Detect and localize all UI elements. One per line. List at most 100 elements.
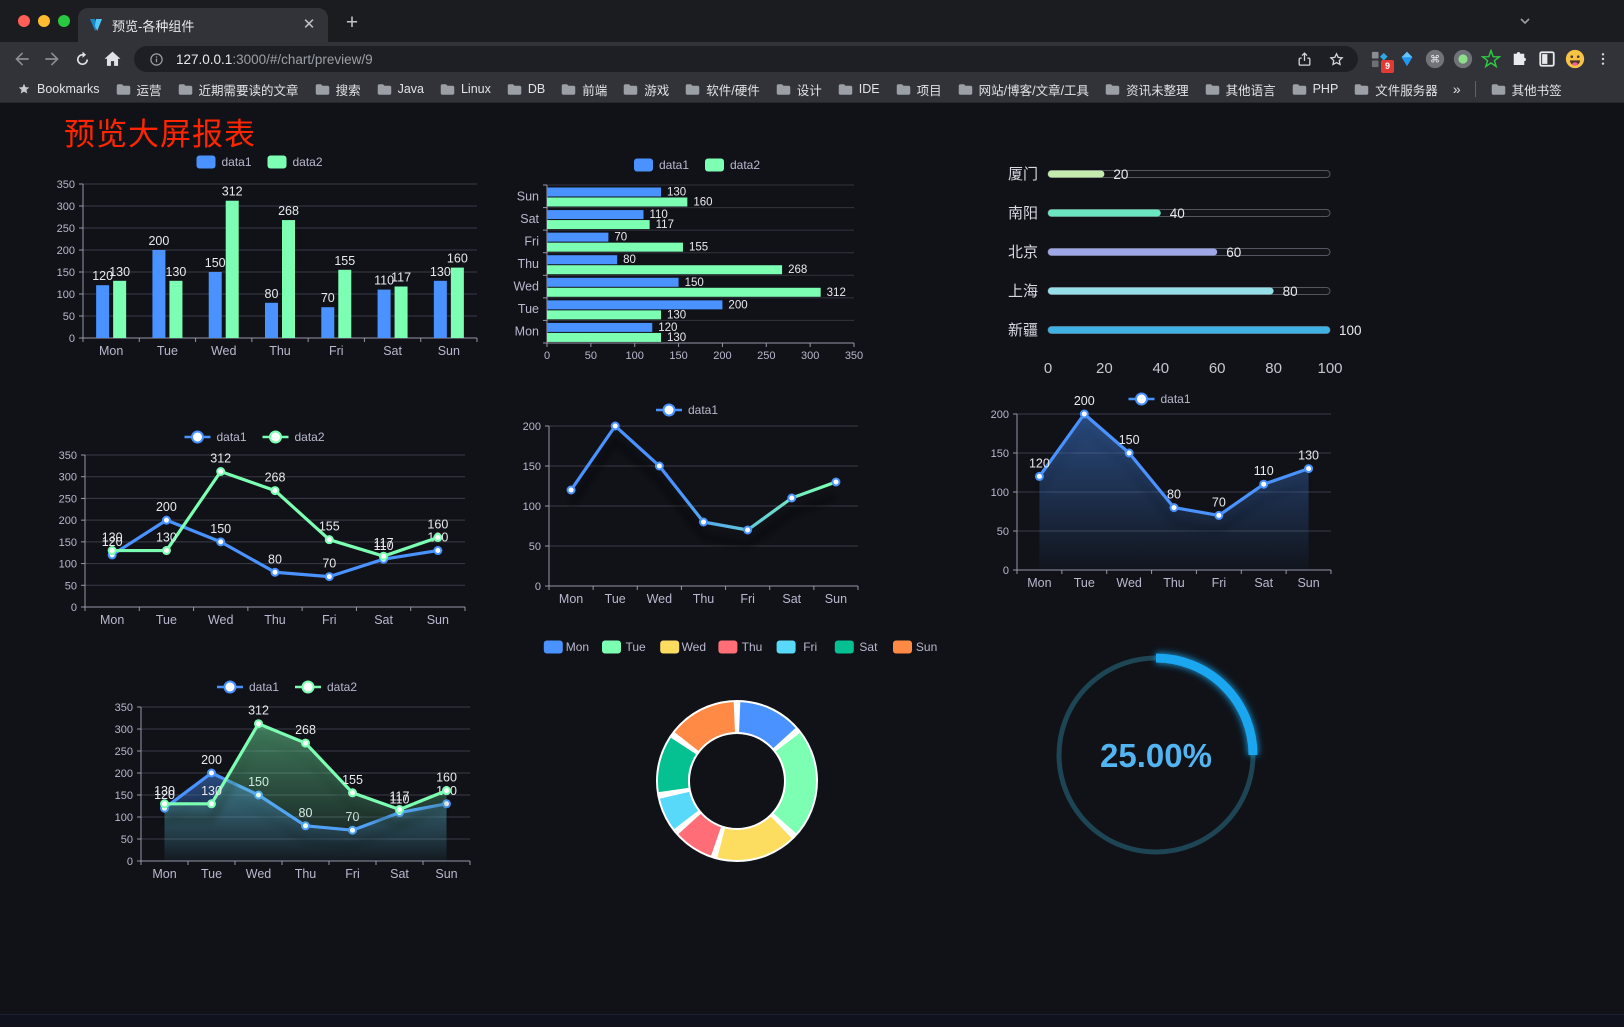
chart-horizontal-bar[interactable]: data1 data2 Sun Sat Fri Thu Wed Tue Mon 0 50 100 150…	[505, 151, 890, 369]
folder-icon	[958, 83, 972, 95]
bookmark-folder[interactable]: 软件/硬件	[678, 77, 766, 102]
legend-item[interactable]: data2	[262, 430, 325, 444]
bookmark-folder[interactable]: Java	[370, 79, 431, 99]
line-series-data1[interactable]	[566, 421, 841, 548]
chart-area-two-series[interactable]: data1 data2 0 50 100 150 200 250 300 350 Mon Tue Wed…	[95, 673, 480, 885]
hbar-series-data2[interactable]: 160 117 155 268 312 130 130	[547, 197, 846, 344]
forward-button[interactable]	[38, 45, 66, 73]
progress-row[interactable]: 南阳 40	[1008, 205, 1331, 222]
extension-contrast-icon[interactable]	[1534, 46, 1560, 72]
legend-item[interactable]: Tue	[602, 640, 646, 654]
home-button[interactable]	[98, 45, 126, 73]
legend-item[interactable]: data1	[1128, 392, 1191, 406]
progress-row[interactable]: 厦门 20	[1008, 166, 1331, 183]
bookmark-folder[interactable]: 前端	[554, 77, 614, 102]
line-series-data2[interactable]: 130 130 312 268 155 117 160	[102, 452, 449, 561]
svg-text:80: 80	[623, 254, 636, 266]
legend-item[interactable]: Fri	[776, 640, 818, 654]
tab-close-icon[interactable]: ✕	[302, 16, 316, 33]
legend-item[interactable]: data2	[295, 680, 357, 694]
legend-item[interactable]: Thu	[718, 640, 762, 654]
extension-command-icon[interactable]: ⌘	[1422, 46, 1448, 72]
svg-text:110: 110	[374, 274, 394, 288]
extension-grid-icon[interactable]: 9	[1366, 46, 1394, 73]
url-text[interactable]: 127.0.0.1:3000/#/chart/preview/9	[176, 52, 1284, 67]
pie-slice-Sat[interactable]	[658, 737, 697, 793]
new-tab-button[interactable]: +	[345, 11, 359, 34]
bookmark-folder[interactable]: 运营	[109, 77, 169, 102]
extension-dot-icon[interactable]	[1450, 46, 1476, 72]
tab-search-chevron-icon[interactable]	[1518, 14, 1532, 28]
legend-item[interactable]: data1	[217, 680, 279, 694]
chart-progress-bars[interactable]: 厦门 20 南阳 40 北京 60 上海 80 新疆 100 0 20 40 60 80 100	[992, 155, 1372, 387]
window-minimize-button[interactable]	[38, 15, 50, 27]
bar-series-data1[interactable]: 120 200 150 80 70 110 130	[92, 234, 451, 338]
pie-slice-Tue[interactable]	[773, 733, 816, 834]
line-series-data1[interactable]: 120 200 150 80 70 110 130	[1029, 394, 1319, 570]
bookmark-folder[interactable]: 近期需要读的文章	[171, 77, 306, 102]
extension-emoji-icon[interactable]	[1562, 46, 1588, 72]
pie-slice-Wed[interactable]	[717, 815, 792, 860]
back-button[interactable]	[8, 45, 36, 73]
bookmark-folder[interactable]: 文件服务器	[1347, 77, 1445, 102]
menu-kebab-icon[interactable]	[1590, 46, 1616, 72]
legend-item[interactable]: data1	[196, 155, 252, 169]
legend-item[interactable]: data1	[656, 403, 718, 417]
pie-slice-Mon[interactable]	[738, 702, 796, 749]
legend-item[interactable]: Sat	[834, 640, 878, 654]
progress-row[interactable]: 上海 80	[1008, 283, 1331, 300]
pie-slice-Sun[interactable]	[674, 702, 736, 752]
address-bar[interactable]: 127.0.0.1:3000/#/chart/preview/9	[134, 46, 1358, 72]
other-bookmarks-folder[interactable]: 其他书签	[1484, 77, 1569, 102]
chart-grouped-bar[interactable]: data1 data2 0 50 100 150 200 250 300 350 Mon Tue Wed…	[35, 148, 485, 368]
bookmark-folder[interactable]: 网站/博客/文章/工具	[951, 77, 1096, 102]
extension-puzzle-icon[interactable]	[1506, 46, 1532, 72]
share-icon[interactable]	[1292, 47, 1316, 71]
reload-button[interactable]	[68, 45, 96, 73]
bookmark-folder[interactable]: 其他语言	[1198, 77, 1283, 102]
bookmark-folder[interactable]: 搜索	[308, 77, 368, 102]
chart-line-two-series[interactable]: data1 data2 0 50 100 150 200 250 300 350 Mon Tue Wed…	[35, 423, 475, 635]
bookmark-folder[interactable]: 游戏	[616, 77, 676, 102]
chart-gauge[interactable]: 25.00%	[1020, 633, 1300, 898]
legend-item[interactable]: Wed	[660, 640, 706, 654]
browser-tab[interactable]: 预览-各种组件 ✕	[78, 8, 328, 42]
legend-item[interactable]: data1	[184, 430, 247, 444]
line-series-data2[interactable]: 130 130 312 268 155 117 160	[154, 704, 457, 861]
legend-item[interactable]: Sun	[893, 640, 937, 654]
site-info-icon[interactable]	[144, 47, 168, 71]
chart-svg: data1 0 50 100 150 200 Mon Tue Wed Thu Fri Sat Sun	[523, 403, 859, 606]
extension-gem-icon[interactable]	[1394, 46, 1420, 72]
bookmarks-root[interactable]: Bookmarks	[10, 79, 107, 99]
bookmark-folder[interactable]: DB	[500, 79, 552, 99]
chart-line-gradient[interactable]: data1 0 50 100 150 200 Mon Tue Wed Thu Fri Sat Sun	[505, 398, 870, 614]
legend-item[interactable]: data2	[267, 155, 323, 169]
legend-item[interactable]: data1	[634, 158, 689, 172]
data-point	[254, 719, 263, 729]
line-series-data1[interactable]: 120 200 150 80 70 110 130	[102, 500, 449, 582]
window-zoom-button[interactable]	[58, 15, 70, 27]
bookmark-folder[interactable]: IDE	[831, 79, 887, 99]
progress-row[interactable]: 新疆 100	[1008, 322, 1362, 339]
bookmark-folder[interactable]: Linux	[433, 79, 498, 99]
progress-row[interactable]: 北京 60	[1008, 244, 1331, 261]
pie-slice-Fri[interactable]	[659, 791, 699, 829]
chart-donut[interactable]: Mon Tue Wed Thu Fri Sat Sun	[540, 633, 940, 898]
bookmark-folder[interactable]: 资讯未整理	[1098, 77, 1196, 102]
svg-text:40: 40	[1170, 206, 1185, 221]
legend-item[interactable]: Mon	[543, 640, 589, 654]
bar-series-data2[interactable]: 130 130 312 268 155 117 160	[109, 185, 468, 338]
bookmark-folder[interactable]: PHP	[1285, 79, 1346, 99]
extension-star-icon[interactable]	[1478, 46, 1504, 72]
legend-item[interactable]: data2	[705, 158, 760, 172]
bookmark-folder[interactable]: 设计	[769, 77, 829, 102]
pie-slice-Thu[interactable]	[678, 813, 722, 856]
bookmark-star-icon[interactable]	[1324, 47, 1348, 71]
bookmark-folder[interactable]: 项目	[889, 77, 949, 102]
svg-text:Wed: Wed	[208, 613, 234, 627]
bookmarks-overflow-chevron[interactable]: »	[1452, 81, 1461, 97]
window-close-button[interactable]	[18, 15, 30, 27]
chart-area-one-series[interactable]: data1 0 50 100 150 200 Mon Tue Wed Thu Fri Sat Sun 12…	[975, 388, 1345, 594]
